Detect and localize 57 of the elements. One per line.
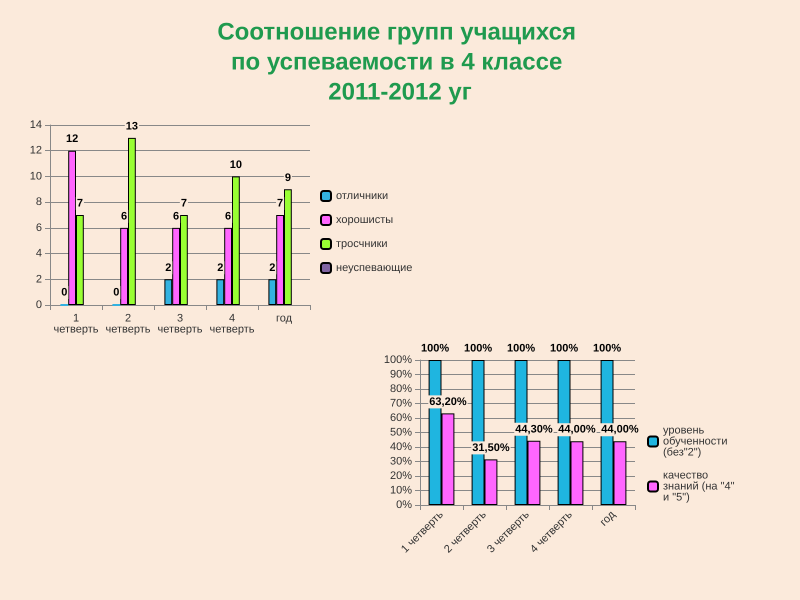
y-tick-label: 20%: [390, 470, 412, 482]
legend-label: хорошисты: [336, 214, 394, 226]
data-label: 7: [180, 198, 187, 210]
y-tick-label: 12: [30, 144, 42, 157]
data-label: 31,50%: [472, 442, 510, 454]
y-tick-label: 50%: [390, 426, 412, 438]
y-tick-label: 80%: [390, 383, 412, 395]
x-tick-label: год: [276, 312, 293, 324]
data-label: 0: [113, 286, 120, 298]
y-tick-label: 0%: [396, 499, 412, 511]
legend-label: отличники: [336, 190, 388, 202]
x-tick-label: 2 четверть: [105, 312, 151, 336]
legend-label: качество знаний (на "4" и "5"): [663, 470, 738, 504]
y-tick-label: 4: [36, 248, 42, 260]
y-tick-label: 10: [30, 170, 42, 182]
data-label: 44,00%: [558, 424, 596, 436]
y-tick-label: 10%: [390, 484, 412, 496]
data-label: 6: [225, 210, 232, 222]
legend-label: тросчники: [336, 238, 388, 250]
data-label: 44,30%: [515, 423, 553, 436]
data-label: 2: [269, 262, 276, 274]
y-tick-label: 100%: [384, 354, 412, 366]
data-label: 7: [76, 198, 83, 210]
data-label: 6: [121, 210, 128, 222]
y-tick-label: 2: [36, 273, 42, 286]
y-tick-label: 14: [30, 119, 42, 131]
data-label: 2: [165, 262, 172, 274]
data-label: 7: [277, 198, 284, 210]
y-tick-label: 30%: [390, 456, 412, 468]
data-label: 100%: [464, 342, 492, 354]
data-label: 2: [217, 262, 224, 274]
legend-label: неуспевающие: [336, 262, 412, 274]
y-tick-label: 40%: [390, 441, 412, 453]
data-label: 63,20%: [429, 396, 467, 408]
data-label: 12: [66, 133, 78, 146]
data-label: 9: [284, 172, 291, 184]
data-label: 13: [126, 120, 138, 132]
y-tick-label: 60%: [390, 412, 412, 424]
y-tick-label: 0: [36, 299, 42, 311]
data-label: 0: [61, 286, 68, 298]
legend-label: уровень обученности (без"2"): [663, 424, 731, 458]
y-tick-label: 90%: [390, 368, 412, 380]
x-tick-label: год: [598, 508, 618, 529]
data-label: 6: [173, 210, 180, 222]
data-label: 44,00%: [601, 424, 639, 436]
y-tick-label: 6: [36, 222, 42, 234]
y-tick-label: 8: [36, 196, 42, 208]
x-tick-label: 1 четверть: [53, 312, 99, 336]
y-tick-label: 70%: [390, 398, 412, 410]
data-label: 100%: [592, 342, 622, 354]
text: Соотношение групп учащихся по успеваемости в 4 классе 2011-2012 уг: [217, 18, 583, 106]
data-label: 100%: [506, 342, 536, 354]
data-label: 100%: [550, 342, 578, 354]
x-tick-label: 3 четверть: [157, 312, 203, 336]
data-label: 100%: [420, 342, 450, 354]
x-tick-label: 4 четверть: [209, 312, 255, 336]
data-label: 10: [230, 158, 242, 171]
